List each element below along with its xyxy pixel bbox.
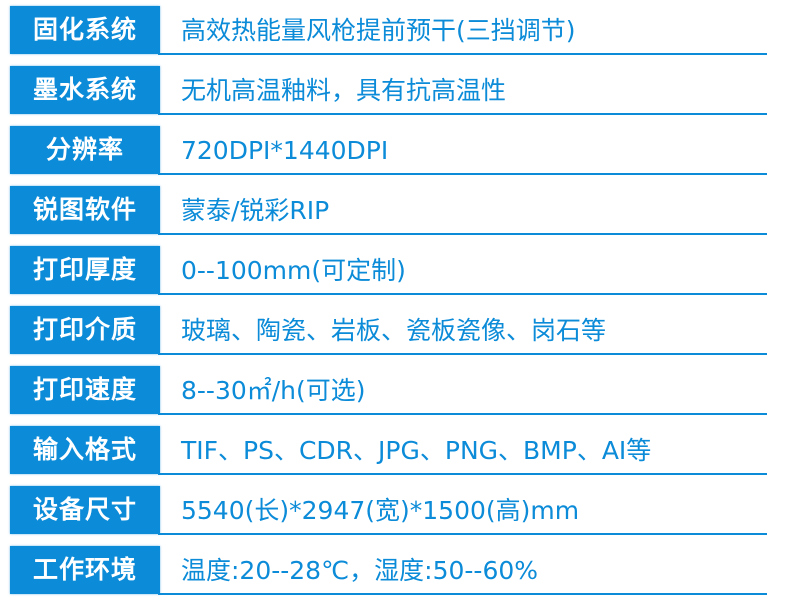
spec-label: 锐图软件 bbox=[10, 186, 160, 234]
spec-label: 输入格式 bbox=[10, 426, 160, 474]
spec-value: 无机高温釉料，具有抗高温性 bbox=[181, 76, 507, 105]
row-divider bbox=[158, 233, 767, 235]
spec-value: TIF、PS、CDR、JPG、PNG、BMP、AI等 bbox=[181, 436, 652, 465]
spec-row: 打印介质 玻璃、陶瓷、岩板、瓷板瓷像、岗石等 bbox=[0, 306, 800, 366]
spec-label: 墨水系统 bbox=[10, 66, 160, 114]
spec-label: 固化系统 bbox=[10, 6, 160, 54]
spec-value: 玻璃、陶瓷、岩板、瓷板瓷像、岗石等 bbox=[181, 316, 607, 345]
spec-row: 墨水系统 无机高温釉料，具有抗高温性 bbox=[0, 66, 800, 126]
row-divider bbox=[158, 473, 767, 475]
spec-value: 温度:20--28℃，湿度:50--60% bbox=[181, 556, 539, 585]
spec-value: 蒙泰/锐彩RIP bbox=[181, 196, 330, 225]
spec-row: 打印速度 8--30㎡/h(可选) bbox=[0, 366, 800, 426]
spec-value: 720DPI*1440DPI bbox=[181, 136, 389, 165]
spec-label: 打印介质 bbox=[10, 306, 160, 354]
spec-row: 设备尺寸 5540(长)*2947(宽)*1500(高)mm bbox=[0, 486, 800, 546]
spec-value: 0--100mm(可定制) bbox=[181, 256, 406, 285]
row-divider bbox=[158, 413, 767, 415]
spec-label: 打印速度 bbox=[10, 366, 160, 414]
row-divider bbox=[158, 593, 767, 595]
spec-value: 8--30㎡/h(可选) bbox=[181, 376, 366, 405]
spec-label: 设备尺寸 bbox=[10, 486, 160, 534]
spec-row: 打印厚度 0--100mm(可定制) bbox=[0, 246, 800, 306]
spec-row: 锐图软件 蒙泰/锐彩RIP bbox=[0, 186, 800, 246]
spec-row: 输入格式 TIF、PS、CDR、JPG、PNG、BMP、AI等 bbox=[0, 426, 800, 486]
spec-row: 分辨率 720DPI*1440DPI bbox=[0, 126, 800, 186]
spec-label: 工作环境 bbox=[10, 546, 160, 594]
row-divider bbox=[158, 113, 767, 115]
spec-row: 固化系统 高效热能量风枪提前预干(三挡调节) bbox=[0, 6, 800, 66]
spec-row: 工作环境 温度:20--28℃，湿度:50--60% bbox=[0, 546, 800, 606]
spec-value: 高效热能量风枪提前预干(三挡调节) bbox=[181, 16, 576, 45]
row-divider bbox=[158, 533, 767, 535]
spec-label: 分辨率 bbox=[10, 126, 160, 174]
spec-label: 打印厚度 bbox=[10, 246, 160, 294]
row-divider bbox=[158, 53, 767, 55]
row-divider bbox=[158, 293, 767, 295]
row-divider bbox=[158, 353, 767, 355]
row-divider bbox=[158, 173, 767, 175]
spec-value: 5540(长)*2947(宽)*1500(高)mm bbox=[181, 496, 580, 525]
